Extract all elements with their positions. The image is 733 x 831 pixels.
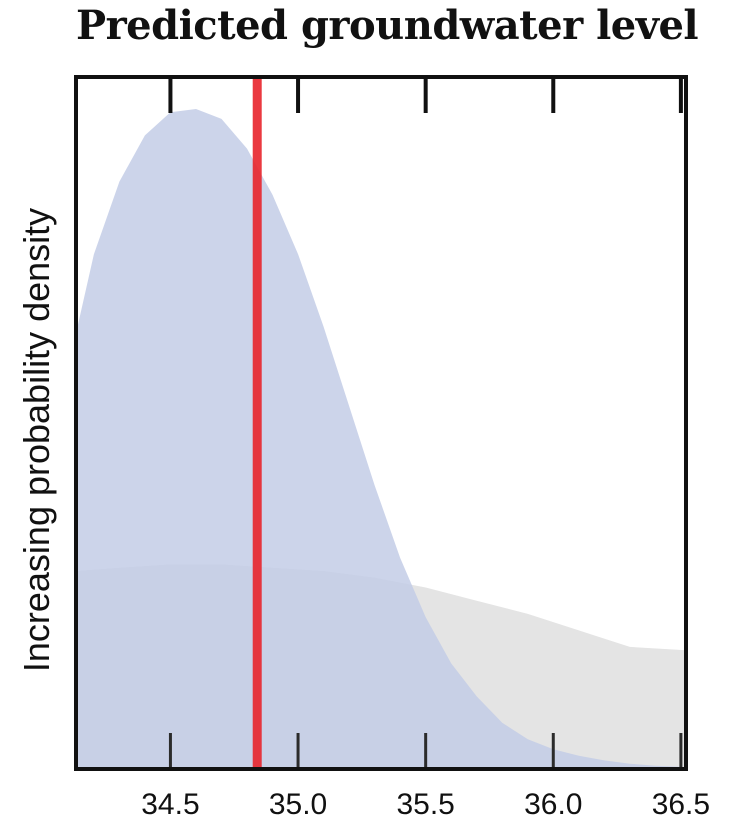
x-tick-label: 36.0	[524, 788, 582, 821]
density-areas	[76, 109, 686, 769]
plot-frame	[74, 75, 688, 771]
x-tick-label: 34.5	[141, 788, 199, 821]
x-tick-label: 36.5	[652, 788, 710, 821]
x-tick-label: 35.5	[396, 788, 454, 821]
axis-ticks	[168, 77, 683, 769]
x-tick-labels: 34.5 35.0 35.5 36.0 36.5	[141, 788, 710, 821]
y-axis-label: Increasing probability density	[16, 208, 57, 672]
density-area-2	[76, 109, 686, 769]
chart-title: Predicted groundwater level	[76, 2, 699, 49]
x-tick-label: 35.0	[269, 788, 327, 821]
